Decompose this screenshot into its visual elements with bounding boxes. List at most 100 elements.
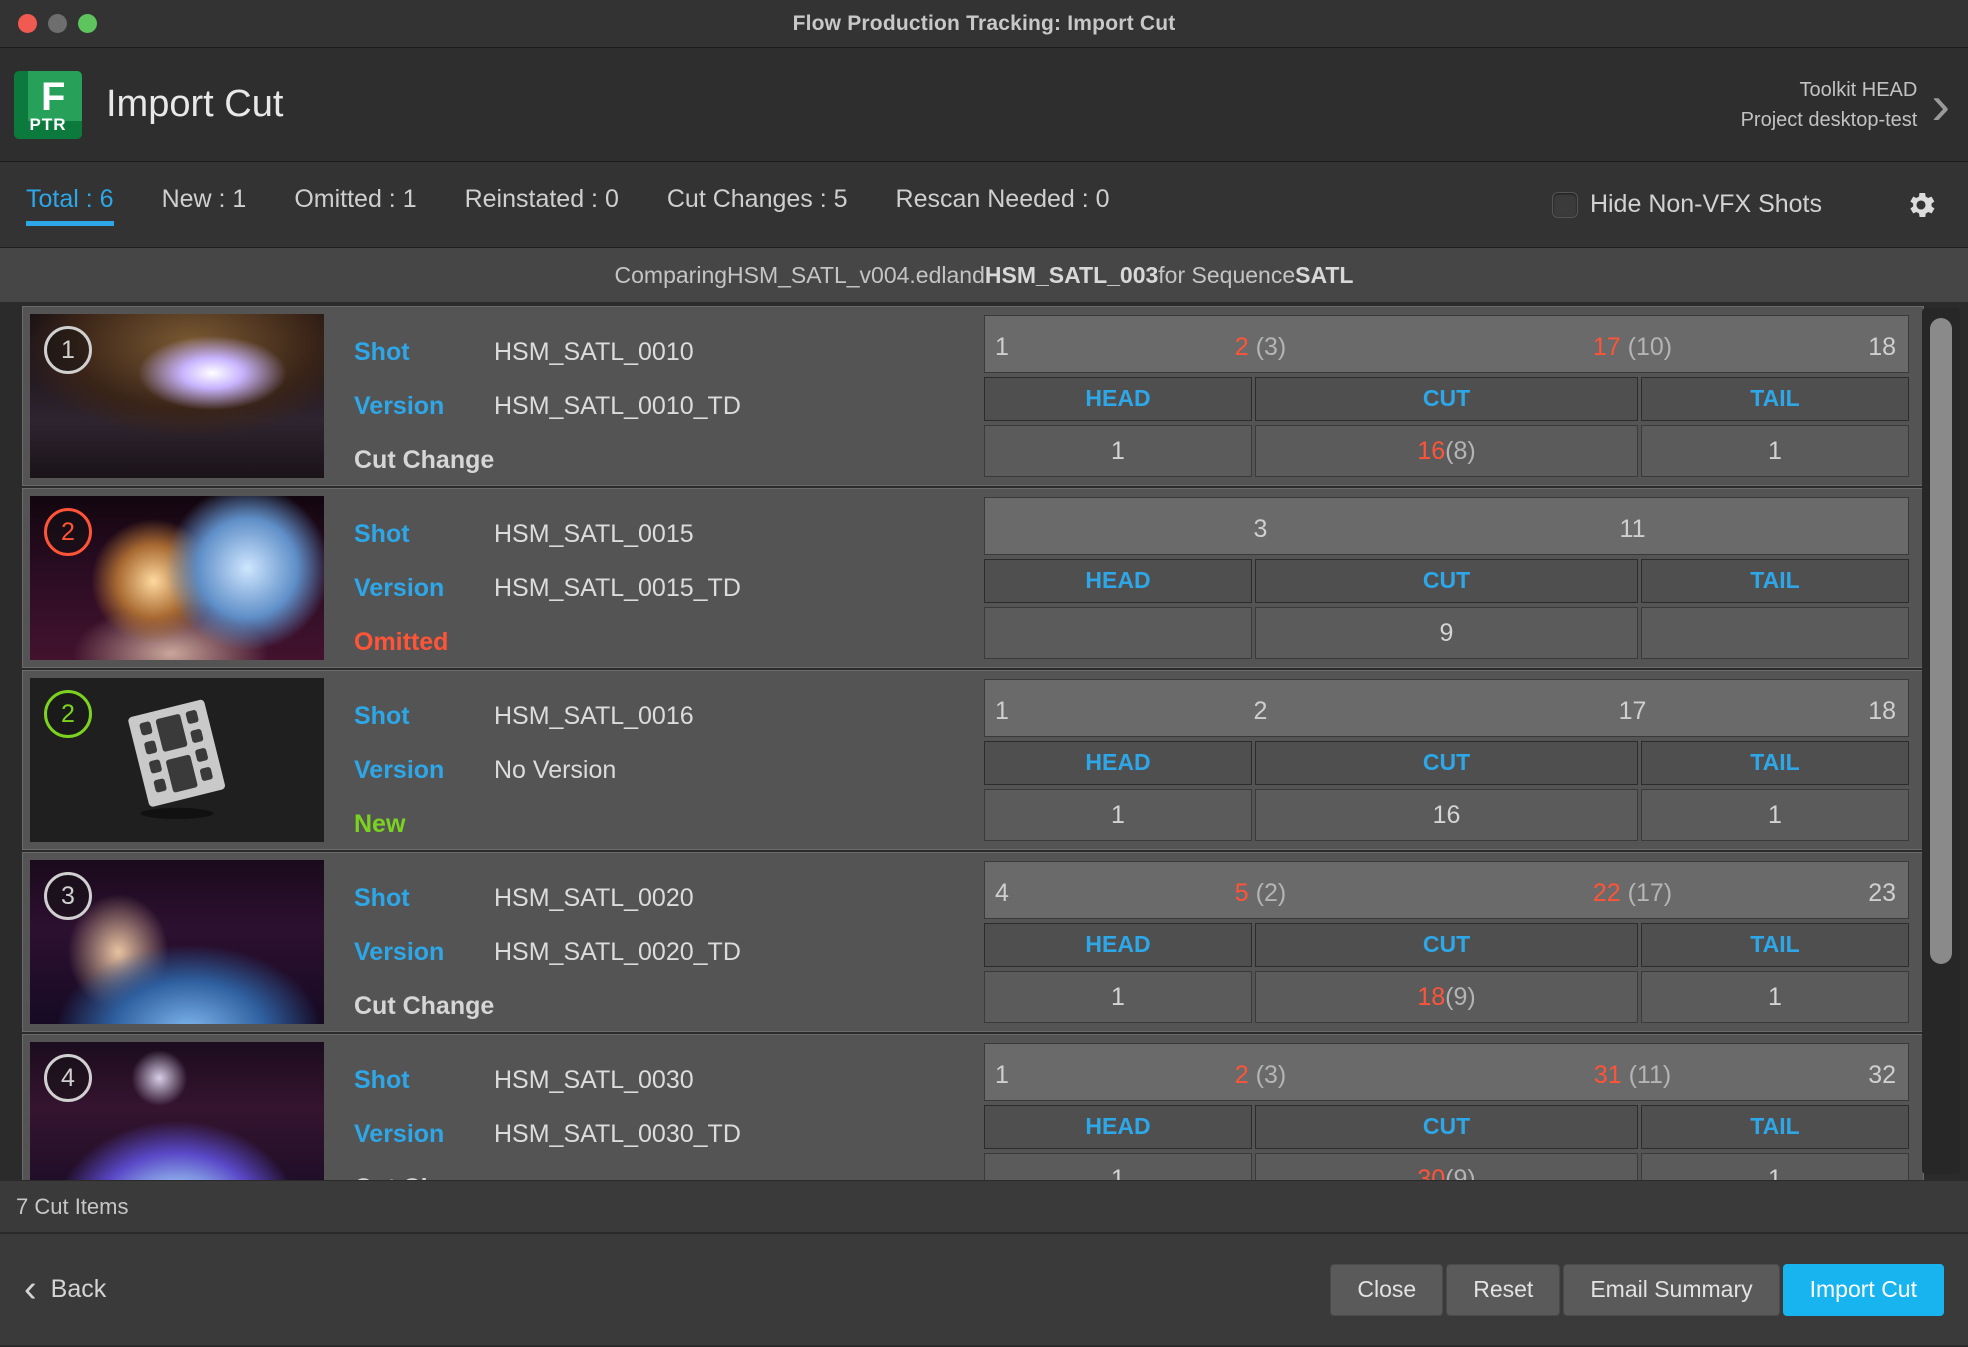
tail-duration-value bbox=[1641, 607, 1909, 659]
cut-item-row[interactable]: 2 Shot HSM_SATL_0015 Version HSM_SATL_0015_T… bbox=[22, 488, 1924, 668]
close-window-button[interactable] bbox=[18, 14, 37, 33]
tail-duration-value: 1 bbox=[1641, 1153, 1909, 1180]
cut-duration-value: 16 (8) bbox=[1255, 425, 1638, 477]
cut-item-thumbnail[interactable]: 3 bbox=[30, 860, 324, 1024]
maximize-window-button[interactable] bbox=[78, 14, 97, 33]
timecode-cut-out: 22 (17) bbox=[1592, 879, 1673, 907]
filter-tab-bar: Total : 6 New : 1 Omitted : 1 Reinstated… bbox=[0, 162, 1968, 248]
head-duration-value: 1 bbox=[984, 425, 1252, 477]
cut-item-status-label: New bbox=[354, 809, 406, 838]
shot-label: Shot bbox=[354, 519, 410, 548]
version-value[interactable]: HSM_SATL_0020_TD bbox=[494, 937, 741, 966]
logo-subtitle: PTR bbox=[29, 114, 67, 134]
import-cut-button[interactable]: Import Cut bbox=[1782, 1263, 1944, 1316]
shot-value[interactable]: HSM_SATL_0010 bbox=[494, 337, 694, 366]
version-value[interactable]: HSM_SATL_0015_TD bbox=[494, 573, 741, 602]
timecode-cut-in: 3 bbox=[1253, 515, 1268, 543]
tail-duration-value: 1 bbox=[1641, 789, 1909, 841]
tab-omitted[interactable]: Omitted : 1 bbox=[294, 185, 417, 213]
cut-item-row[interactable]: 1 Shot HSM_SATL_0010 Version HSM_SATL_0010_T… bbox=[22, 306, 1924, 486]
cut-item-thumbnail[interactable]: 1 bbox=[30, 314, 324, 478]
shot-value[interactable]: HSM_SATL_0015 bbox=[494, 519, 694, 548]
timecode-bar: 1 2 (3) 17 (10) 18 bbox=[984, 315, 1909, 373]
timecode-cut-out: 17 bbox=[1618, 697, 1647, 725]
shot-value[interactable]: HSM_SATL_0016 bbox=[494, 701, 694, 730]
chevron-left-icon: ‹ bbox=[24, 1268, 37, 1310]
shot-label: Shot bbox=[354, 883, 410, 912]
shot-row: Shot HSM_SATL_0030 bbox=[354, 1053, 984, 1107]
tab-new[interactable]: New : 1 bbox=[161, 185, 247, 213]
cut-item-row[interactable]: 2 Shot HSM_SATL_0016 Version No Version New 1 2… bbox=[22, 670, 1924, 850]
cut-items-list: 1 Shot HSM_SATL_0010 Version HSM_SATL_0010_T… bbox=[22, 306, 1924, 1180]
tail-column-header: TAIL bbox=[1641, 1104, 1909, 1150]
page-title: Import Cut bbox=[106, 83, 284, 125]
tab-reinstated[interactable]: Reinstated : 0 bbox=[464, 185, 619, 213]
minimize-window-button[interactable] bbox=[48, 14, 67, 33]
version-label: Version bbox=[354, 755, 445, 784]
head-column-header: HEAD bbox=[984, 558, 1252, 604]
gear-icon[interactable] bbox=[1904, 188, 1938, 222]
shot-label: Shot bbox=[354, 1065, 410, 1094]
version-value[interactable]: No Version bbox=[494, 755, 617, 784]
close-button[interactable]: Close bbox=[1330, 1263, 1444, 1316]
cut-items-count-label: 7 Cut Items bbox=[16, 1193, 129, 1219]
tab-total[interactable]: Total : 6 bbox=[26, 185, 114, 226]
version-value[interactable]: HSM_SATL_0030_TD bbox=[494, 1119, 741, 1148]
head-duration-value: 1 bbox=[984, 971, 1252, 1023]
status-row: Omitted bbox=[354, 615, 984, 669]
back-button[interactable]: ‹ Back bbox=[24, 1268, 106, 1311]
version-row: Version HSM_SATL_0030_TD bbox=[354, 1107, 984, 1161]
cut-item-thumbnail[interactable]: 2 bbox=[30, 678, 324, 842]
hide-non-vfx-shots-checkbox[interactable] bbox=[1551, 191, 1578, 218]
cut-duration-value: 18 (9) bbox=[1255, 971, 1638, 1023]
duration-value-row: 1 18 (9) 1 bbox=[984, 971, 1909, 1023]
cut-item-status-label: Omitted bbox=[354, 627, 449, 656]
cut-item-metadata: Shot HSM_SATL_0010 Version HSM_SATL_0010_TD… bbox=[324, 307, 984, 485]
cut-item-thumbnail[interactable]: 4 bbox=[30, 1042, 324, 1180]
cut-item-metadata: Shot HSM_SATL_0016 Version No Version New bbox=[324, 671, 984, 849]
duration-header-row: HEAD CUT TAIL bbox=[984, 558, 1909, 604]
version-label: Version bbox=[354, 391, 445, 420]
duration-value-row: 1 30 (9) 1 bbox=[984, 1153, 1909, 1180]
timecode-out: 32 bbox=[1868, 1061, 1896, 1089]
shot-value[interactable]: HSM_SATL_0020 bbox=[494, 883, 694, 912]
duration-header-row: HEAD CUT TAIL bbox=[984, 1104, 1909, 1150]
head-duration-value: 1 bbox=[984, 789, 1252, 841]
shot-row: Shot HSM_SATL_0020 bbox=[354, 871, 984, 925]
cut-item-row[interactable]: 4 Shot HSM_SATL_0030 Version HSM_SATL_0030_T… bbox=[22, 1034, 1924, 1180]
tab-cut-changes[interactable]: Cut Changes : 5 bbox=[666, 185, 848, 213]
reset-button[interactable]: Reset bbox=[1446, 1263, 1561, 1316]
tail-column-header: TAIL bbox=[1641, 376, 1909, 422]
hide-non-vfx-shots-label[interactable]: Hide Non-VFX Shots bbox=[1589, 190, 1822, 218]
chevron-right-icon[interactable]: › bbox=[1931, 72, 1950, 136]
version-value[interactable]: HSM_SATL_0010_TD bbox=[494, 391, 741, 420]
cut-item-row[interactable]: 3 Shot HSM_SATL_0020 Version HSM_SATL_0020_T… bbox=[22, 852, 1924, 1032]
cut-item-thumbnail[interactable]: 2 bbox=[30, 496, 324, 660]
shot-value[interactable]: HSM_SATL_0030 bbox=[494, 1065, 694, 1094]
list-scrollbar-thumb[interactable] bbox=[1930, 318, 1952, 964]
cut-duration-value: 9 bbox=[1255, 607, 1638, 659]
email-summary-button[interactable]: Email Summary bbox=[1563, 1263, 1780, 1316]
logo-sheet bbox=[28, 70, 82, 121]
comparing-sequence-name: SATL bbox=[1295, 261, 1354, 288]
cut-order-badge: 3 bbox=[44, 872, 92, 920]
cut-item-status-label: Cut Change bbox=[354, 1174, 494, 1181]
list-scrollbar[interactable] bbox=[1922, 308, 1960, 1174]
comparing-suffix: for Sequence bbox=[1158, 261, 1296, 288]
tail-duration-value: 1 bbox=[1641, 971, 1909, 1023]
version-row: Version HSM_SATL_0020_TD bbox=[354, 925, 984, 979]
cut-column-header: CUT bbox=[1255, 558, 1638, 604]
tab-rescan-needed[interactable]: Rescan Needed : 0 bbox=[895, 185, 1110, 213]
cut-item-timecode-grid: 1 2 17 18 HEAD CUT TAIL 1 16 1 bbox=[984, 671, 1923, 849]
footer-action-buttons: Close Reset Email Summary Import Cut bbox=[1327, 1263, 1944, 1316]
cut-order-badge: 2 bbox=[44, 508, 92, 556]
version-label: Version bbox=[354, 1119, 445, 1148]
timecode-bar: 1 2 17 18 bbox=[984, 679, 1909, 737]
cut-column-header: CUT bbox=[1255, 740, 1638, 786]
timecode-out: 18 bbox=[1868, 697, 1896, 725]
duration-value-row: 1 16 1 bbox=[984, 789, 1909, 841]
timecode-cut-out: 31 (11) bbox=[1593, 1061, 1672, 1089]
timecode-in: 1 bbox=[995, 333, 1009, 361]
